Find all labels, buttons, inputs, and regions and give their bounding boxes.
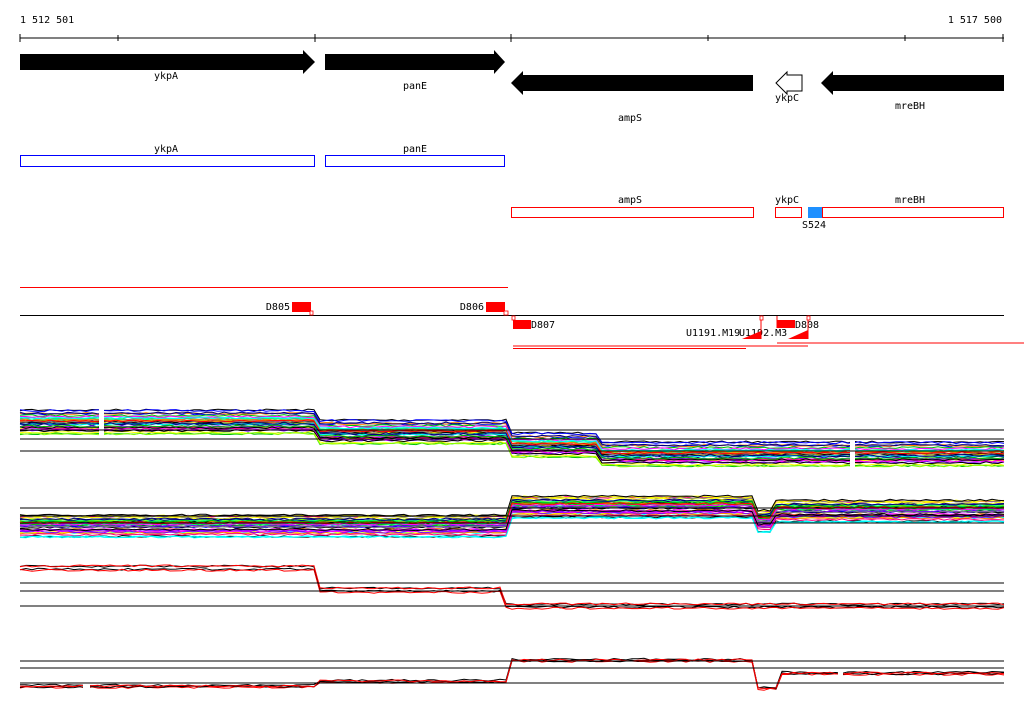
feature-D807[interactable] [513, 320, 531, 329]
profile-line [19, 409, 1005, 445]
gene-box-panE[interactable] [325, 155, 505, 167]
gene-box-ampS[interactable] [511, 207, 754, 218]
gene-box-label: ykpC [775, 195, 799, 206]
gene-label: panE [403, 81, 427, 92]
gene-box-label: ykpA [154, 144, 178, 155]
gene-label: ykpA [154, 71, 178, 82]
profile-line [19, 427, 1005, 463]
profile-line [19, 568, 1005, 610]
feature-label: D807 [531, 320, 555, 331]
profile-line [19, 426, 1005, 462]
forward-genes-track: ykpA panE [20, 144, 505, 167]
profile-line [19, 494, 1005, 517]
profile-line [19, 421, 1005, 458]
gene-arrow-ykpC[interactable] [775, 70, 803, 96]
gene-label: ykpC [775, 93, 799, 104]
profile-panel-1 [19, 400, 1005, 470]
profile-line [19, 431, 1005, 467]
feature-D805[interactable] [292, 302, 311, 312]
coordinate-ruler: 1 512 501 1 517 500 [19, 15, 1004, 42]
profile-line [19, 567, 1005, 609]
reverse-genes-track: ampS ykpC mreBH S524 [511, 195, 1004, 231]
gene-arrow-ampS[interactable] [511, 71, 753, 95]
feature-D806[interactable] [486, 302, 505, 312]
profile-panel-3 [19, 564, 1005, 610]
profile-line [19, 659, 1005, 690]
site-s524[interactable] [808, 207, 822, 218]
gene-box-label: ampS [618, 195, 642, 206]
feature-U1192[interactable] [742, 331, 761, 339]
gene-box-label: mreBH [895, 195, 925, 206]
profile-panel-2 [19, 494, 1005, 539]
gene-box-label: panE [403, 144, 427, 155]
gene-box-mreBH[interactable] [822, 207, 1004, 218]
feature-label: U1192.M3 [739, 328, 787, 339]
profile-line [19, 512, 1005, 535]
feature-label: U1191.M19 [686, 328, 740, 339]
profile-line [19, 503, 1005, 526]
profile-line [19, 564, 1005, 606]
gene-arrows-track: ykpA panE ampS ykpC mreBH [20, 50, 1004, 124]
feature-label: D805 [266, 302, 290, 313]
gene-box-ykpC[interactable] [775, 207, 802, 218]
feature-D808[interactable] [777, 320, 795, 328]
profile-line [19, 432, 1005, 468]
profile-line [19, 419, 1005, 455]
profile-line [19, 502, 1005, 525]
feature-label: D808 [795, 320, 819, 331]
gene-arrow-ykpA[interactable] [20, 50, 315, 74]
profile-line [19, 411, 1005, 447]
gene-arrow-panE[interactable] [325, 50, 505, 74]
profile-panel-4 [19, 655, 1005, 700]
profile-line [19, 509, 1005, 532]
profile-line [19, 416, 1005, 452]
profile-line [19, 424, 1005, 460]
expression-profiles [19, 400, 1005, 700]
profile-line [19, 564, 1005, 606]
feature-label: D806 [460, 302, 484, 313]
profile-line [19, 516, 1005, 539]
gene-box-ykpA[interactable] [20, 155, 315, 167]
gene-label: mreBH [895, 101, 925, 112]
gene-label: ampS [618, 113, 642, 124]
features-track: D805 D806 D807 U1191.M19 U1192.M3 D808 [20, 287, 1024, 349]
gene-arrow-mreBH[interactable] [821, 71, 1004, 95]
ruler-start-label: 1 512 501 [20, 15, 74, 26]
ruler-end-label: 1 517 500 [948, 15, 1002, 26]
profile-line [19, 499, 1005, 522]
site-label: S524 [802, 220, 826, 231]
profile-line [19, 500, 1005, 523]
